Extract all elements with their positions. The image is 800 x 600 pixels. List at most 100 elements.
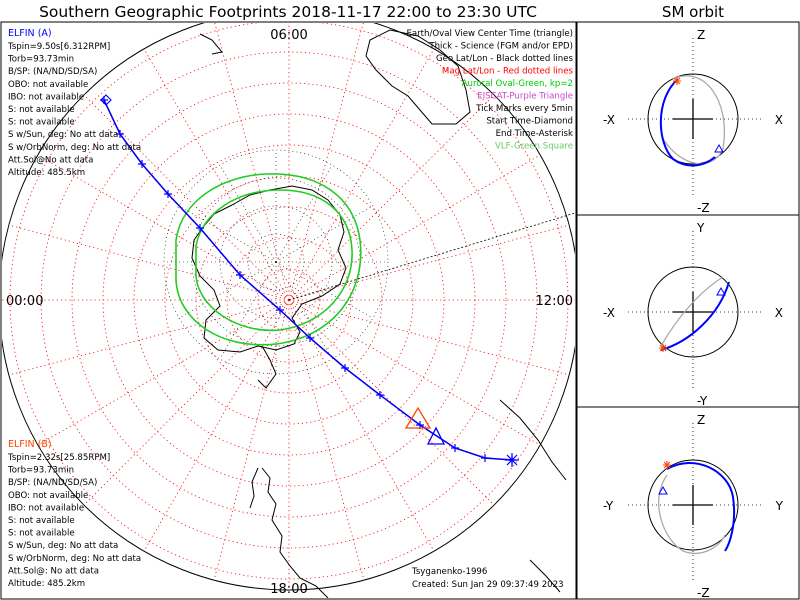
- geo-lon-line: [180, 206, 277, 263]
- info-line: S w/OrbNorm, deg: No att data: [8, 554, 141, 564]
- mag-lon-line: [288, 154, 541, 301]
- axis-label-right: Y: [775, 499, 784, 513]
- orbit-panel: Z -Z -Y Y: [603, 413, 784, 600]
- axis-label-top: Z: [697, 413, 705, 427]
- mag-lat-circle: [164, 175, 414, 425]
- mag-lon-line: [288, 224, 570, 301]
- mag-lon-line: [83, 94, 290, 301]
- time-label-left: 00:00: [6, 294, 43, 309]
- orbit-triangle: [714, 143, 724, 153]
- mag-lon-line: [213, 299, 290, 581]
- info-line: Att.Sol@No att data: [8, 155, 93, 165]
- view-direction-line: [288, 212, 575, 301]
- nz-coast: [199, 33, 223, 55]
- mag-lat-circle: [257, 268, 321, 332]
- mag-lon-line: [8, 224, 290, 301]
- info-line: B/SP: (NA/ND/SD/SA): [8, 478, 97, 488]
- info-line: Altitude: 485.5km: [8, 168, 85, 178]
- time-label-right: 12:00: [536, 294, 573, 309]
- track-tick-mark: [164, 190, 172, 198]
- orbit-path-elfin-a: [659, 78, 716, 167]
- track-tick-mark: [341, 364, 349, 372]
- axis-label-left: -Y: [603, 499, 614, 513]
- mag-lon-line: [288, 299, 495, 506]
- time-label-bottom: 18:00: [270, 582, 307, 597]
- elfin-a-info: ELFIN (A) Tspin=9.50s[6.312RPM] Torb=93.73…: [7, 28, 141, 178]
- info-line: S w/Sun, deg: No att data: [8, 541, 118, 551]
- satellite-name: ELFIN (B): [8, 439, 52, 450]
- info-line: S: not available: [8, 529, 75, 539]
- mag-lon-line: [288, 299, 570, 376]
- elfin-b-track: [103, 99, 513, 461]
- elfin-a-track: [103, 99, 513, 461]
- legend-item: Auroral Oval-Green, kp=2: [462, 79, 573, 89]
- track-tick-mark: [306, 334, 314, 342]
- geo-lon-line: [180, 261, 277, 318]
- satellite-name: ELFIN (A): [8, 28, 52, 39]
- orbit-triangle: [658, 485, 668, 495]
- geo-lon-line: [275, 206, 372, 263]
- australia-coast: [365, 29, 471, 125]
- time-label-top: 06:00: [270, 28, 307, 43]
- legend-item: Thick - Science (FGM and/or EPD): [428, 42, 573, 52]
- axis-label-left: -X: [603, 113, 615, 127]
- legend-item: VLF-Green Square: [495, 142, 573, 152]
- info-line: S w/OrbNorm, deg: No att data: [8, 143, 141, 153]
- antarctica-coast: [191, 185, 347, 353]
- auroral-oval-outer: [175, 173, 362, 346]
- track-tick-mark: [376, 391, 384, 399]
- coastlines: [191, 29, 567, 598]
- mag-lon-line: [8, 299, 290, 376]
- track-tick-mark: [196, 224, 204, 232]
- earth-circle: [647, 73, 739, 165]
- geo-lon-line: [275, 166, 332, 263]
- orbit-path-shadow: [658, 474, 726, 554]
- track-tick-mark: [116, 130, 124, 138]
- orbit-title: SM orbit: [662, 3, 724, 21]
- mag-lon-line: [83, 299, 290, 506]
- mag-lon-line: [288, 299, 541, 446]
- mag-lat-circle: [226, 237, 352, 363]
- end-asterisk: [505, 453, 519, 467]
- track-tick-mark: [451, 444, 459, 452]
- axis-label-right: X: [775, 113, 783, 127]
- orbit-asterisk: [673, 77, 681, 85]
- africa-coast: [499, 399, 567, 593]
- start-diamond: [100, 94, 112, 106]
- info-line: IBO: not available: [8, 503, 84, 513]
- legend-item: End Time-Asterisk: [496, 129, 573, 139]
- axis-label-top: Z: [697, 28, 705, 42]
- orbit-panel: Z -Z -X X: [603, 28, 783, 215]
- legend-item: Start Time-Diamond: [486, 117, 573, 127]
- track-tick-mark: [481, 454, 489, 462]
- orbit-asterisk: [663, 461, 671, 469]
- info-line: Torb=93.73min: [7, 466, 74, 476]
- mag-lon-line: [288, 299, 365, 581]
- axis-label-bottom: -Z: [697, 201, 710, 215]
- orbit-path-shadow: [660, 276, 724, 347]
- info-line: S: not available: [8, 118, 75, 128]
- legend-item: Mag Lat/Lon - Red dotted lines: [442, 67, 574, 77]
- axis-label-left: -X: [603, 306, 615, 320]
- mag-grid: [2, 23, 575, 590]
- mag-lon-line: [143, 299, 290, 552]
- elfin-b-info: ELFIN (B) Tspin=2.32s[25.85RPM] Torb=93.73…: [7, 439, 141, 589]
- track-tick-mark: [236, 271, 244, 279]
- info-line: Tspin=9.50s[6.312RPM]: [7, 42, 110, 52]
- created-text: Created: Sun Jan 29 09:37:49 2023: [412, 580, 564, 590]
- map-title: Southern Geographic Footprints 2018-11-1…: [39, 3, 537, 21]
- orbit-asterisk: [659, 344, 667, 352]
- mag-lon-line: [37, 299, 290, 446]
- info-line: S: not available: [8, 516, 75, 526]
- mag-lat-circle: [9, 23, 569, 580]
- polar-map: 06:00 00:00 12:00 18:00 Earth/Oval View …: [2, 23, 575, 598]
- track-tick-mark: [138, 160, 146, 168]
- info-line: S w/Sun, deg: No att data: [8, 130, 118, 140]
- info-line: OBO: not available: [8, 491, 88, 501]
- map-legend: Earth/Oval View Center Time (triangle) Th…: [406, 29, 573, 152]
- track-tick-mark: [276, 306, 284, 314]
- geo-lat-circle: [163, 149, 389, 375]
- peninsula-coast: [257, 345, 277, 389]
- orbit-panel: Y -Y -X X: [603, 221, 783, 408]
